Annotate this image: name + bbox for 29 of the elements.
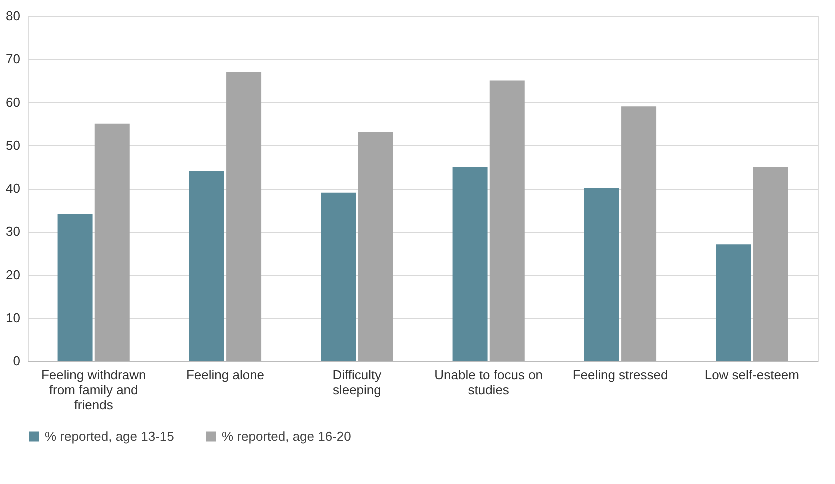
x-tick-label: Feeling withdrawn from family and friends: [41, 368, 146, 412]
x-tick-label: Difficulty sleeping: [332, 368, 382, 398]
y-tick-label: 40: [6, 181, 20, 196]
bar: [490, 80, 525, 361]
y-tick-label: 70: [6, 52, 20, 67]
y-tick-label: 50: [6, 138, 20, 153]
legend-label: % reported, age 16-20: [222, 428, 352, 444]
bar: [452, 166, 488, 361]
y-tick-label: 0: [13, 354, 20, 368]
y-tick-label: 20: [6, 267, 20, 282]
legend-label: % reported, age 13-15: [45, 428, 174, 444]
bar: [94, 124, 130, 361]
bar: [358, 132, 394, 361]
y-tick-label: 30: [6, 224, 20, 240]
bar: [321, 192, 356, 361]
bar: [716, 244, 752, 361]
y-tick-label: 10: [6, 310, 20, 326]
bar: [58, 214, 93, 361]
x-tick-label: Unable to focus on studies: [434, 368, 544, 398]
x-tick-label: Feeling stressed: [572, 368, 668, 382]
y-tick-label: 80: [6, 8, 20, 24]
bar: [622, 106, 657, 361]
bar: [189, 171, 224, 361]
x-tick-label: Feeling alone: [186, 368, 265, 382]
y-tick-label: 60: [6, 94, 20, 110]
bar: [753, 166, 788, 361]
bar: [584, 188, 620, 361]
bar: [226, 72, 262, 361]
x-tick-label: Low self-esteem: [704, 368, 800, 382]
